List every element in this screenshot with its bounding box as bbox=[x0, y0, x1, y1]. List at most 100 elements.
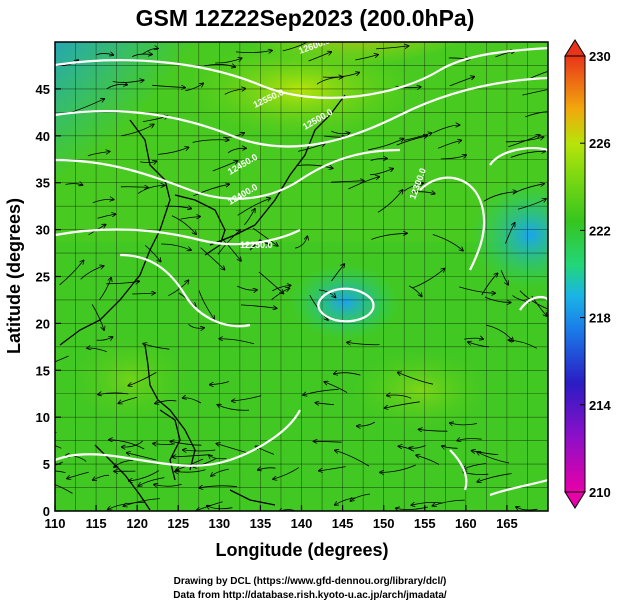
streamline bbox=[91, 304, 104, 331]
colorbar: 210 214 218 222 226 230 bbox=[564, 39, 611, 509]
streamline bbox=[432, 234, 463, 251]
streamline bbox=[155, 401, 177, 404]
streamline bbox=[55, 461, 63, 466]
y-tick-label: 15 bbox=[36, 363, 50, 378]
streamline bbox=[438, 140, 461, 149]
streamline bbox=[303, 388, 339, 395]
streamline bbox=[282, 42, 309, 52]
streamline bbox=[183, 450, 216, 451]
streamline bbox=[258, 468, 276, 470]
x-tick-label: 160 bbox=[455, 516, 477, 531]
streamline bbox=[129, 470, 160, 481]
streamline bbox=[324, 382, 348, 394]
colorbar-tick-label: 210 bbox=[589, 485, 611, 500]
streamline bbox=[505, 223, 514, 244]
streamline bbox=[481, 273, 498, 296]
streamline bbox=[210, 381, 230, 385]
streamline bbox=[199, 486, 237, 488]
streamline bbox=[315, 403, 334, 405]
streamline bbox=[55, 445, 62, 449]
streamline bbox=[472, 451, 499, 455]
streamline bbox=[55, 470, 66, 473]
streamline bbox=[235, 51, 272, 53]
streamline bbox=[99, 278, 112, 301]
streamline bbox=[180, 217, 201, 220]
x-tick-label: 165 bbox=[496, 516, 518, 531]
streamline bbox=[398, 372, 434, 385]
streamline bbox=[176, 458, 204, 470]
streamline bbox=[240, 304, 277, 308]
colorbar-tick-label: 230 bbox=[589, 49, 611, 64]
streamline bbox=[118, 396, 138, 403]
y-axis-label: Latitude (degrees) bbox=[4, 198, 24, 354]
streamline bbox=[258, 271, 284, 294]
streamline bbox=[67, 471, 89, 478]
streamline bbox=[216, 444, 248, 454]
streamline bbox=[370, 158, 387, 160]
streamline bbox=[140, 161, 156, 162]
streamline bbox=[411, 502, 443, 505]
streamline bbox=[123, 498, 160, 507]
credit-drawing: Drawing by DCL (https://www.gfd-dennou.o… bbox=[174, 576, 447, 587]
streamline bbox=[403, 183, 424, 192]
streamline bbox=[522, 89, 548, 96]
streamline bbox=[477, 473, 512, 482]
streamline bbox=[114, 460, 133, 467]
streamline bbox=[252, 227, 278, 246]
x-axis-label: Longitude (degrees) bbox=[215, 540, 388, 560]
streamline bbox=[188, 324, 205, 328]
streamline bbox=[87, 152, 110, 157]
streamline bbox=[357, 421, 376, 426]
streamline bbox=[197, 501, 223, 511]
streamline bbox=[80, 266, 104, 280]
streamline bbox=[106, 281, 139, 284]
streamline bbox=[222, 238, 241, 261]
streamline bbox=[95, 53, 114, 55]
y-axis-ticks: 0 5 10 15 20 25 30 35 40 45 bbox=[36, 82, 61, 519]
streamline bbox=[508, 135, 540, 148]
contour-label: 12250.0 bbox=[240, 240, 273, 250]
wind-streamlines bbox=[55, 42, 548, 511]
x-tick-label: 125 bbox=[167, 516, 189, 531]
streamline bbox=[212, 161, 238, 172]
streamline bbox=[449, 77, 475, 87]
streamline bbox=[193, 184, 229, 197]
y-tick-label: 45 bbox=[36, 82, 50, 97]
colorbar-tick-label: 222 bbox=[589, 223, 611, 238]
streamline bbox=[376, 46, 408, 50]
x-tick-label: 120 bbox=[126, 516, 148, 531]
x-tick-label: 150 bbox=[373, 516, 395, 531]
streamline bbox=[295, 236, 307, 249]
streamline bbox=[138, 477, 165, 486]
color-field: 12600.0 12550.0 12500.0 12450.0 12400.0 … bbox=[55, 42, 548, 511]
streamline bbox=[450, 423, 477, 425]
streamline bbox=[200, 247, 225, 270]
streamline bbox=[272, 285, 291, 292]
streamline bbox=[464, 338, 483, 339]
streamline bbox=[384, 401, 420, 408]
y-tick-label: 5 bbox=[43, 457, 50, 472]
streamline bbox=[416, 455, 440, 465]
streamline bbox=[355, 55, 378, 61]
x-tick-label: 130 bbox=[208, 516, 230, 531]
streamline bbox=[409, 445, 426, 449]
streamline bbox=[371, 233, 407, 240]
streamline bbox=[419, 429, 448, 431]
colorbar-tick-label: 218 bbox=[589, 311, 611, 326]
streamline bbox=[237, 198, 271, 216]
x-tick-label: 115 bbox=[86, 516, 107, 531]
y-tick-label: 40 bbox=[36, 129, 50, 144]
streamline bbox=[459, 286, 495, 293]
streamline bbox=[65, 184, 83, 186]
x-tick-label: 140 bbox=[291, 516, 313, 531]
streamline bbox=[477, 452, 510, 464]
streamline bbox=[152, 84, 185, 87]
streamline bbox=[396, 136, 428, 146]
streamline bbox=[412, 268, 445, 289]
streamline bbox=[97, 214, 116, 219]
x-tick-label: 110 bbox=[45, 516, 66, 531]
streamline bbox=[380, 464, 416, 472]
streamline bbox=[122, 440, 144, 447]
streamline bbox=[161, 243, 191, 250]
x-tick-label: 155 bbox=[414, 516, 436, 531]
